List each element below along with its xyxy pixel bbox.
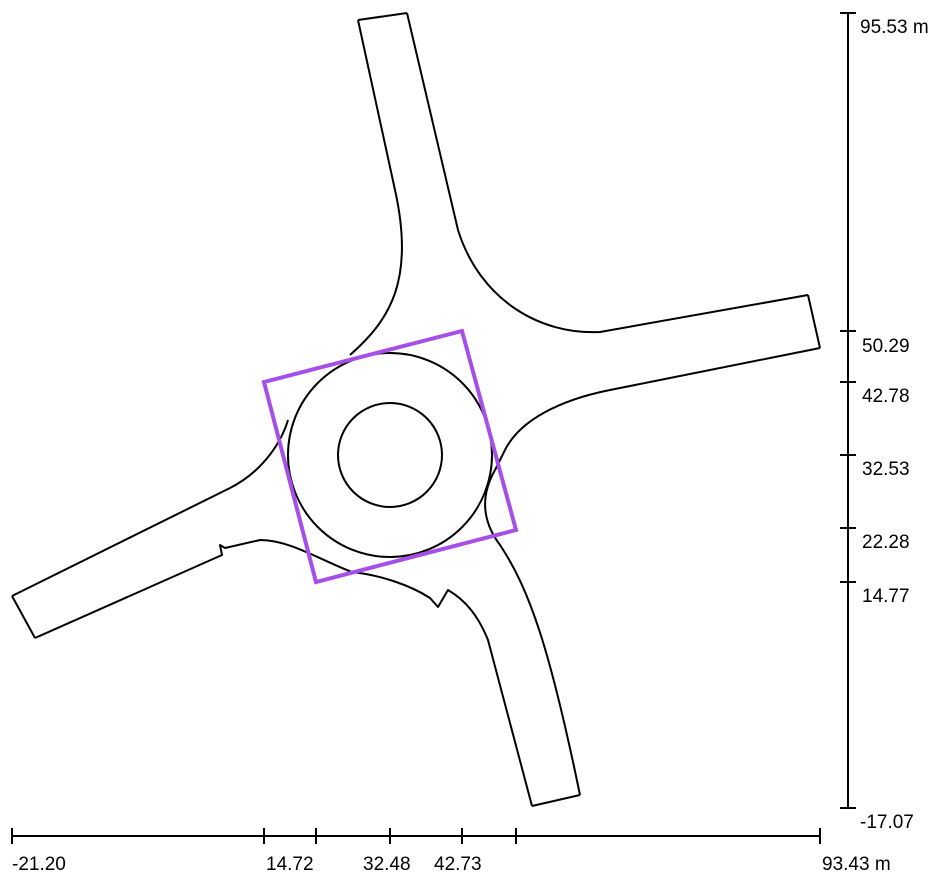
south-arm-left-edge: [34, 539, 533, 807]
road-network: [11, 12, 821, 807]
south-arm-right-edge: [484, 469, 581, 796]
x-tick-label: -21.20: [12, 854, 66, 875]
east-arm-lower-edge: [494, 347, 821, 471]
y-tick-label: 50.29: [862, 336, 910, 357]
x-tick-label: 93.43 m: [822, 854, 891, 875]
y-tick-label: 42.78: [862, 386, 910, 407]
roundabout-central-island: [337, 402, 443, 508]
y-tick-label: 95.53 m: [860, 17, 929, 38]
roundabout-bounding-box: [261, 328, 519, 585]
x-tick-label: 42.73: [434, 854, 482, 875]
west-arm-end-cap: [11, 595, 36, 639]
y-tick-label: 22.28: [862, 532, 910, 553]
y-tick-label: 14.77: [862, 586, 910, 607]
y-tick-label: -17.07: [860, 812, 914, 833]
east-arm-end-cap: [807, 294, 821, 349]
x-tick-label: 32.48: [363, 854, 411, 875]
north-arm-top-cap: [357, 12, 408, 21]
x-axis: -21.20 14.72 32.48 42.73 93.43 m: [11, 828, 891, 875]
x-tick-label: 14.72: [266, 854, 314, 875]
roundabout-outer-ring: [287, 352, 493, 558]
north-arm-right-edge: [406, 12, 809, 334]
west-arm-upper-edge: [11, 419, 289, 597]
y-tick-label: 32.53: [862, 459, 910, 480]
y-axis: 95.53 m 50.29 42.78 32.53 22.28 14.77 -1…: [840, 12, 929, 833]
north-arm-left-edge: [349, 19, 403, 356]
south-arm-end-cap: [531, 794, 581, 807]
